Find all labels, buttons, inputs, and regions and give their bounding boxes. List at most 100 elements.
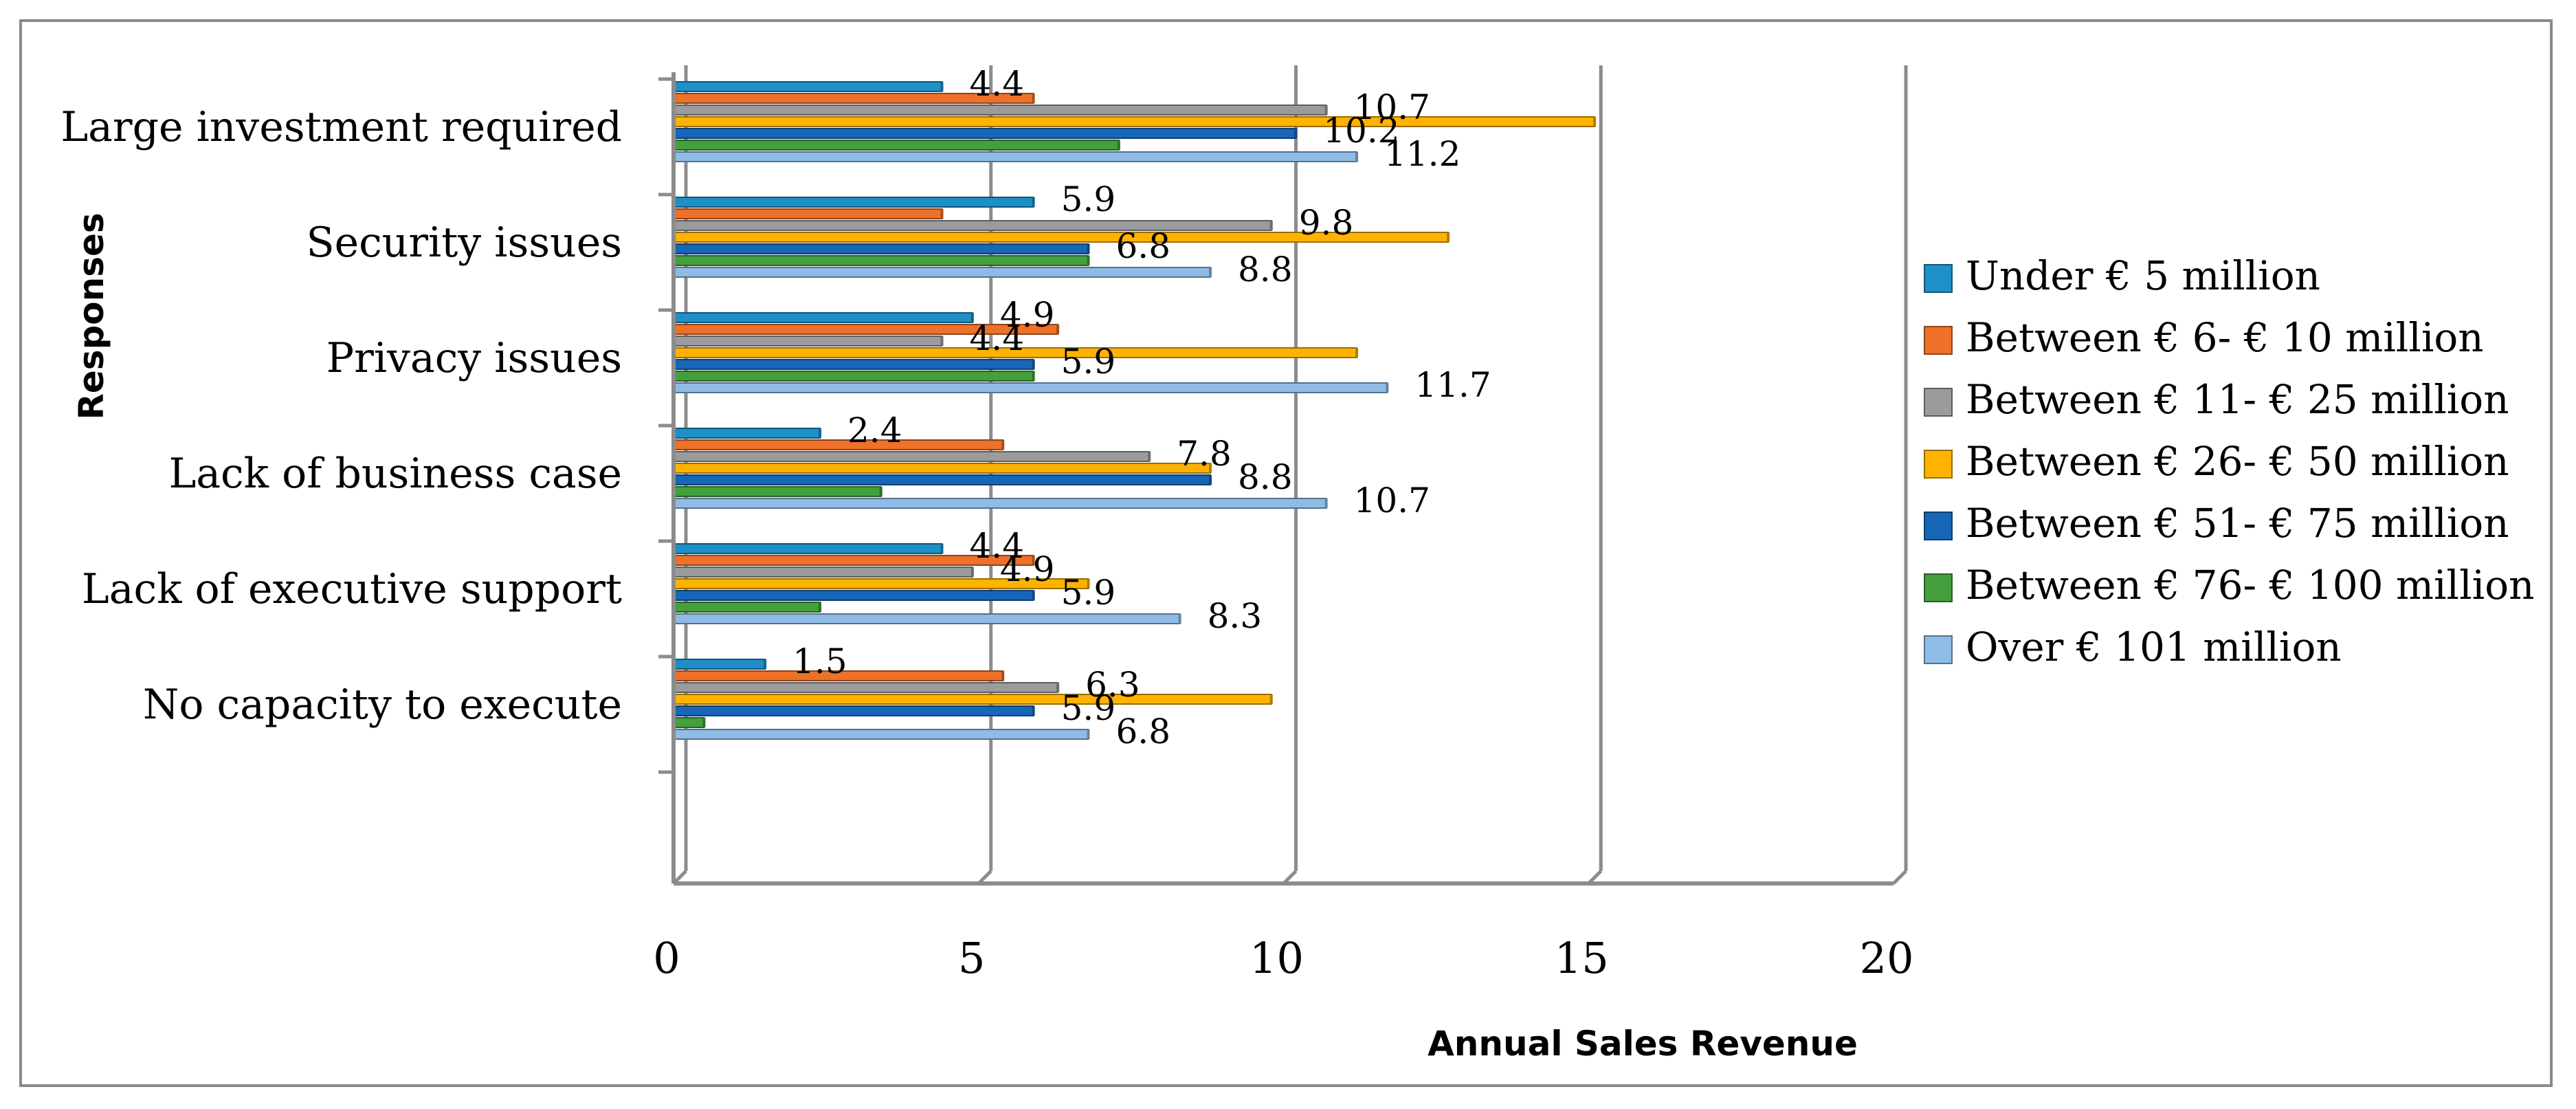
bar-layer bbox=[673, 81, 1597, 740]
bar-end bbox=[1032, 371, 1035, 381]
category-label: Lack of executive support bbox=[82, 565, 622, 613]
x-tick-label: 15 bbox=[1555, 933, 1609, 983]
bar bbox=[673, 717, 705, 728]
y-axis-title: Responses bbox=[71, 212, 111, 419]
bar-end bbox=[1087, 244, 1090, 254]
bar bbox=[673, 705, 1034, 716]
data-label: 7.8 bbox=[1177, 434, 1232, 474]
legend-label: Between € 51- € 75 million bbox=[1966, 500, 2509, 547]
bar-end bbox=[819, 602, 821, 612]
bar bbox=[673, 439, 1004, 450]
bar-end bbox=[1001, 440, 1005, 450]
bar bbox=[673, 613, 1181, 624]
data-label: 5.9 bbox=[1061, 688, 1116, 728]
bar-end bbox=[1032, 556, 1035, 565]
data-label: 2.4 bbox=[847, 410, 902, 450]
bar-end bbox=[702, 718, 706, 727]
bar-end bbox=[1209, 463, 1212, 473]
legend-label: Between € 11- € 25 million bbox=[1966, 376, 2509, 423]
legend-label: Between € 76- € 100 million bbox=[1966, 562, 2534, 608]
data-label: 5.9 bbox=[1061, 179, 1116, 219]
bar-end bbox=[1269, 694, 1273, 704]
category-label: Large investment required bbox=[60, 103, 622, 151]
bar-end bbox=[1593, 117, 1597, 127]
data-label: 4.9 bbox=[1000, 295, 1055, 335]
gridline-foot bbox=[1892, 870, 1907, 885]
bar bbox=[673, 151, 1357, 162]
bar-end bbox=[940, 544, 944, 553]
bar bbox=[673, 197, 1034, 208]
data-label: 6.8 bbox=[1116, 226, 1171, 266]
bar bbox=[673, 371, 1034, 382]
bar-end bbox=[1056, 683, 1060, 692]
data-label: 4.4 bbox=[970, 318, 1025, 358]
bar-end bbox=[1269, 221, 1273, 230]
bar-end bbox=[1324, 105, 1328, 115]
legend-swatch bbox=[1924, 635, 1953, 664]
category-label: Security issues bbox=[306, 219, 622, 267]
bar-end bbox=[1355, 348, 1358, 358]
bar bbox=[673, 567, 973, 578]
legend-swatch bbox=[1924, 264, 1953, 293]
data-label: 10.7 bbox=[1354, 87, 1430, 127]
bar bbox=[673, 382, 1388, 393]
category-label: Privacy issues bbox=[326, 334, 622, 382]
data-label: 8.8 bbox=[1238, 250, 1293, 289]
bar-end bbox=[1056, 325, 1060, 334]
bar-end bbox=[940, 336, 944, 346]
bar-end bbox=[970, 567, 974, 577]
data-label: 5.9 bbox=[1061, 342, 1116, 382]
data-label: 10.2 bbox=[1323, 111, 1399, 151]
bar bbox=[673, 208, 943, 219]
data-label: 5.9 bbox=[1061, 573, 1116, 613]
data-label: 1.5 bbox=[792, 641, 847, 681]
bar bbox=[673, 451, 1151, 462]
data-label: 6.3 bbox=[1085, 665, 1140, 705]
bar bbox=[673, 659, 766, 670]
category-label: Lack of business case bbox=[168, 450, 622, 498]
x-tick-label: 5 bbox=[958, 933, 985, 983]
bar-end bbox=[1032, 360, 1035, 369]
bar-end bbox=[970, 313, 974, 322]
bar-end bbox=[1032, 706, 1035, 716]
data-label: 8.8 bbox=[1238, 457, 1293, 497]
bar-end bbox=[1032, 94, 1035, 103]
bar bbox=[673, 543, 943, 554]
bar bbox=[673, 359, 1034, 370]
bar-end bbox=[1001, 671, 1005, 681]
bar-end bbox=[1032, 591, 1035, 600]
x-axis-title: Annual Sales Revenue bbox=[1428, 1024, 1858, 1064]
bar-end bbox=[1087, 729, 1090, 739]
data-label: 4.4 bbox=[970, 64, 1025, 104]
bar bbox=[673, 81, 943, 92]
bar-end bbox=[940, 82, 944, 91]
bar-end bbox=[879, 487, 882, 496]
bar-end bbox=[1087, 579, 1090, 589]
bar bbox=[673, 428, 821, 439]
bar bbox=[673, 694, 1272, 705]
bar-end bbox=[1209, 267, 1212, 277]
data-label: 4.9 bbox=[1000, 549, 1055, 589]
label-layer: 4.410.710.211.25.99.86.88.84.94.45.911.7… bbox=[792, 64, 1491, 751]
bar-end bbox=[1117, 140, 1120, 150]
category-label: No capacity to execute bbox=[143, 681, 622, 729]
legend-swatch bbox=[1924, 388, 1953, 417]
bar-end bbox=[1209, 475, 1212, 485]
bar bbox=[673, 336, 943, 347]
legend-label: Between € 26- € 50 million bbox=[1966, 438, 2509, 485]
axis-layer: 0 5 10 15 20 Large investment required Securit… bbox=[60, 72, 1913, 983]
legend-swatch bbox=[1924, 573, 1953, 602]
chart-frame bbox=[19, 19, 2553, 1087]
x-tick-label: 10 bbox=[1250, 933, 1304, 983]
bar-end bbox=[940, 209, 944, 219]
data-label: 4.4 bbox=[970, 526, 1025, 566]
bar bbox=[673, 498, 1327, 509]
bar bbox=[673, 682, 1059, 693]
data-label: 9.8 bbox=[1299, 203, 1354, 243]
data-label: 10.7 bbox=[1354, 481, 1430, 520]
bar bbox=[673, 128, 1297, 139]
bar bbox=[673, 255, 1089, 266]
bar-end bbox=[764, 659, 767, 669]
data-label: 8.3 bbox=[1208, 596, 1263, 636]
bar bbox=[673, 312, 973, 323]
